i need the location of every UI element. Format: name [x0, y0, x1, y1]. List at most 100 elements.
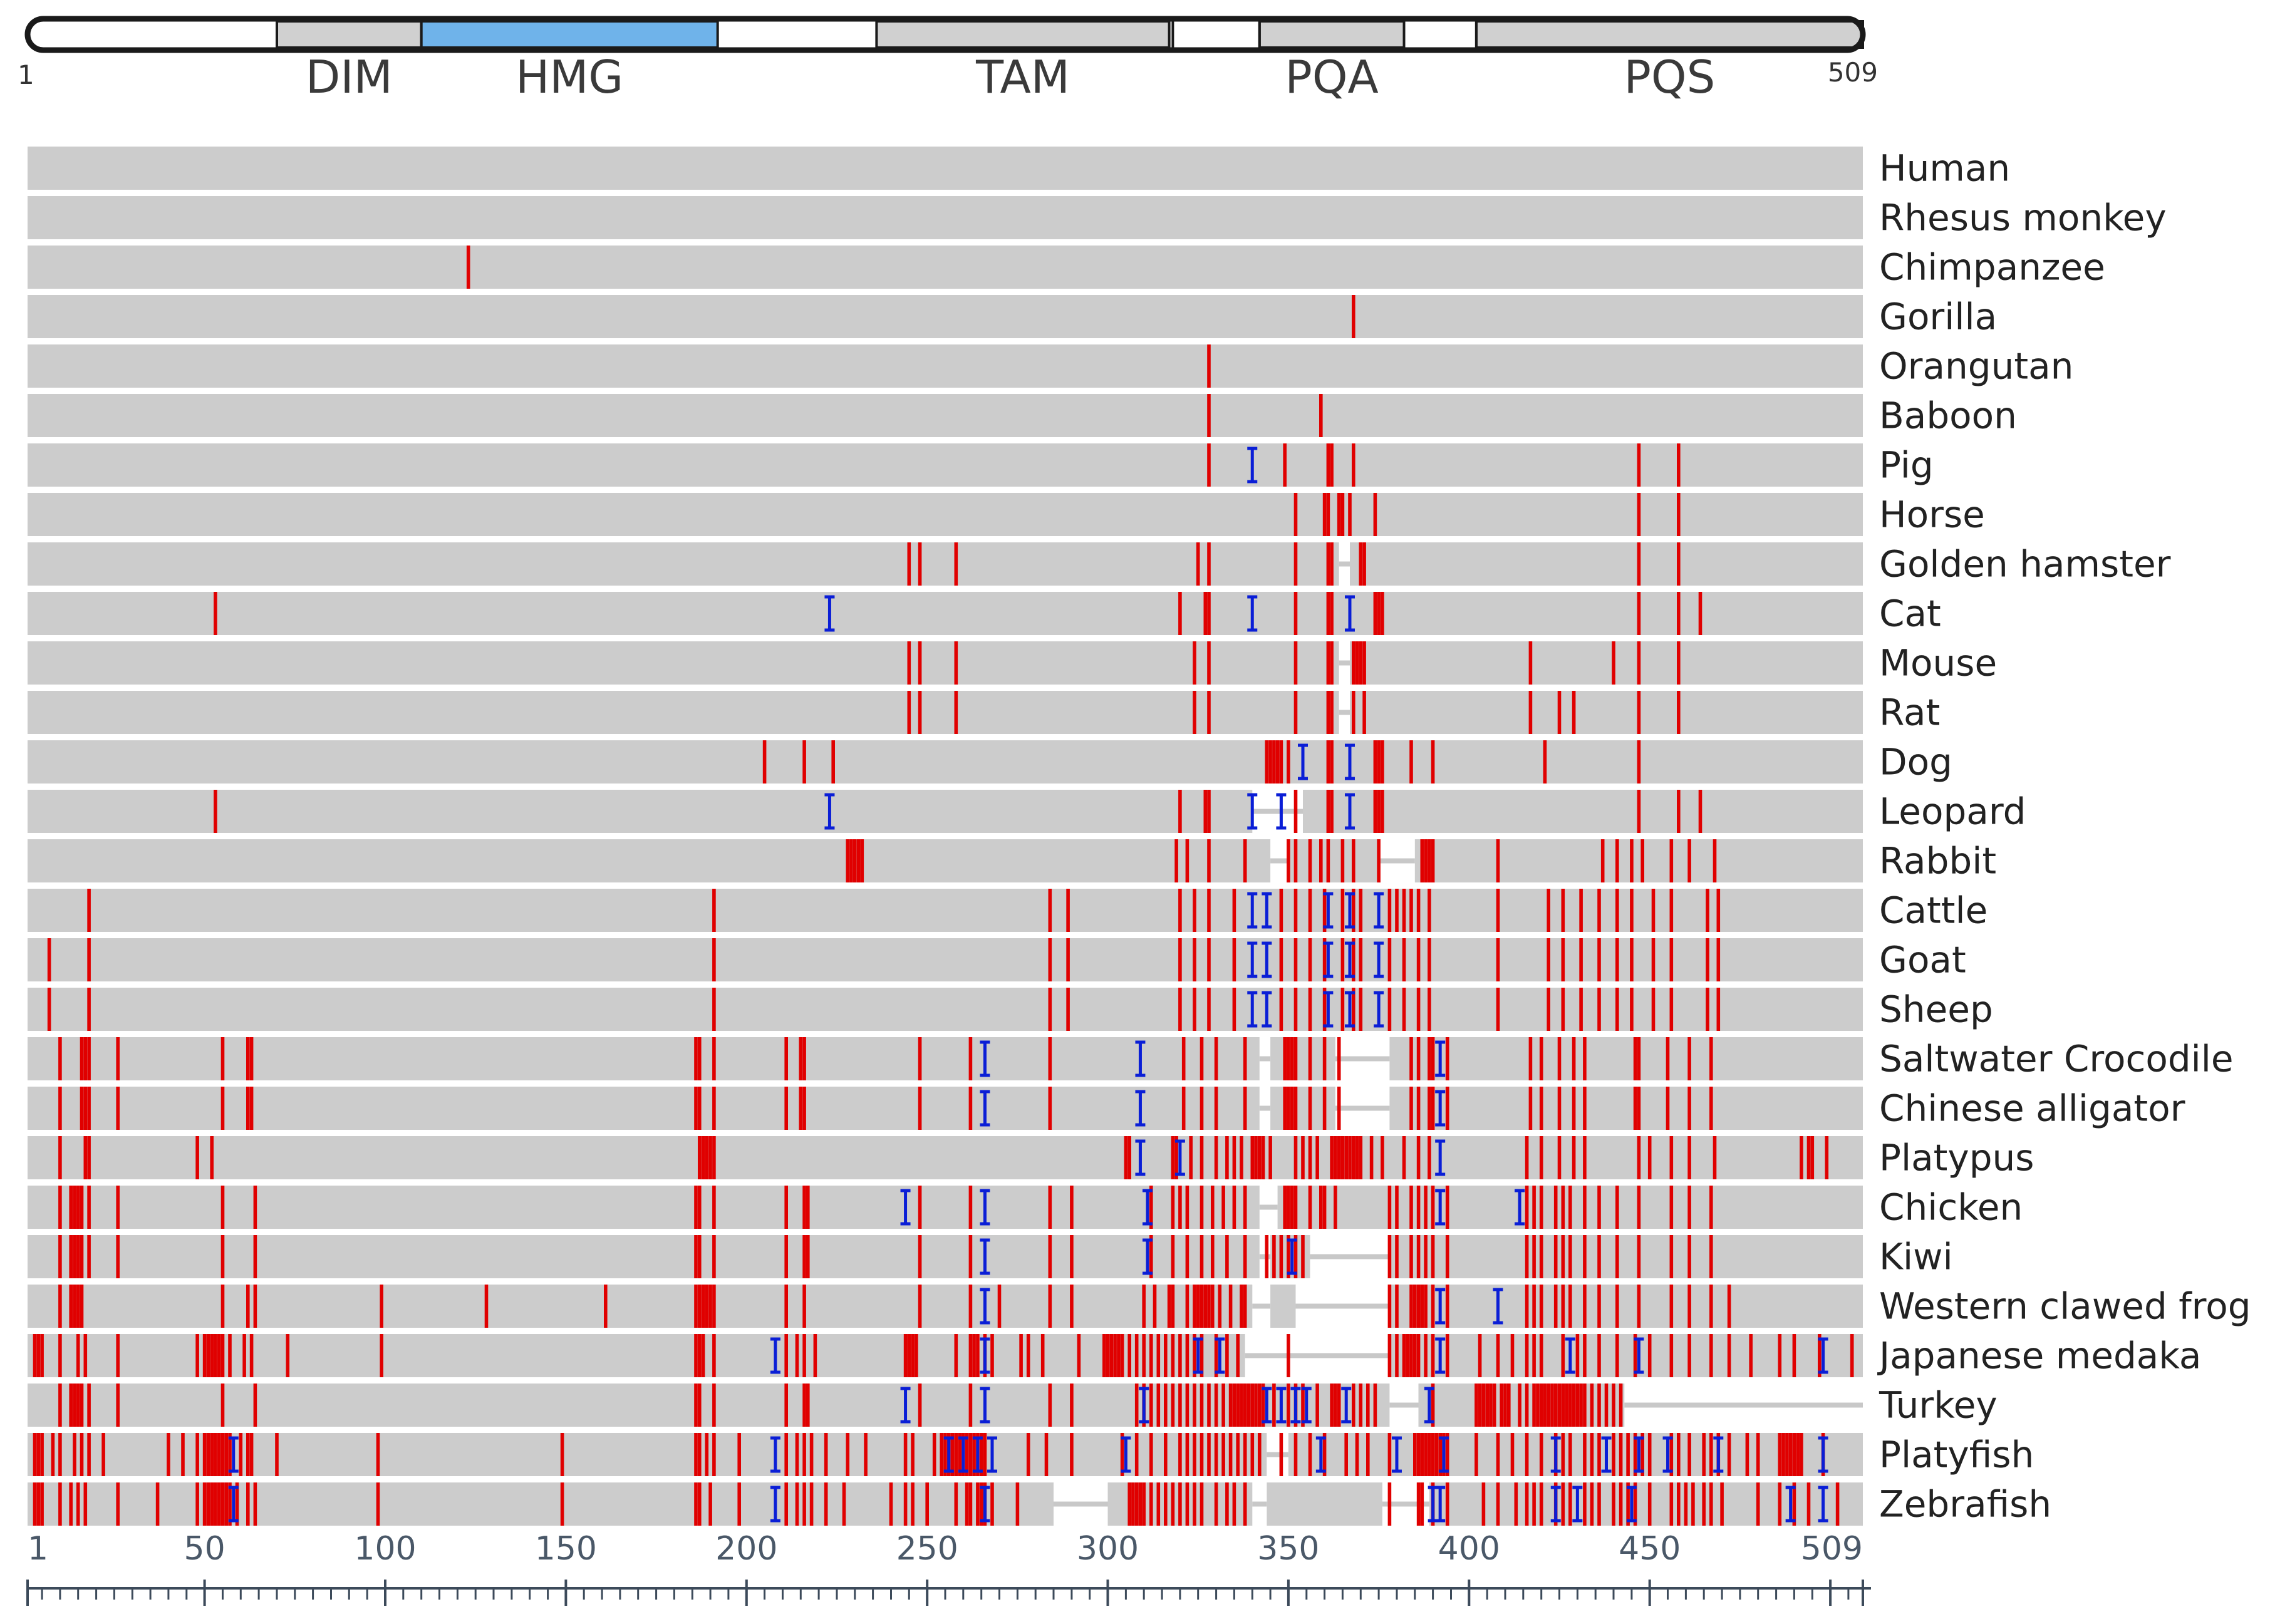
substitution-mark: [1120, 1433, 1124, 1476]
substitution-mark: [1669, 1285, 1674, 1328]
substitution-mark: [698, 1334, 702, 1377]
x-tick-label: 200: [715, 1530, 777, 1568]
substitution-mark: [1373, 493, 1377, 536]
substitution-mark: [1619, 1482, 1623, 1526]
substitution-mark: [1579, 889, 1583, 932]
substitution-mark: [968, 1433, 973, 1476]
substitution-mark: [1503, 1384, 1507, 1427]
substitution-mark: [1630, 938, 1634, 981]
species-labels: Human Rhesus monkey Chimpanzee Gorilla Orang…: [1877, 147, 2251, 1526]
substitution-mark: [1279, 1235, 1283, 1278]
insertion-mark: [1341, 1387, 1352, 1424]
substitution-mark: [249, 1334, 254, 1377]
substitution-mark: [802, 1235, 806, 1278]
substitution-mark: [918, 641, 922, 685]
substitution-mark: [1207, 839, 1211, 882]
substitution-mark: [1243, 1482, 1247, 1526]
substitution-mark: [1225, 1334, 1229, 1377]
substitution-mark: [1445, 1235, 1449, 1278]
insertion-mark: [900, 1387, 911, 1424]
substitution-mark: [1402, 1136, 1406, 1179]
substitution-mark: [246, 1285, 250, 1328]
species-label: Goat: [1879, 939, 1966, 981]
substitution-mark: [1337, 1384, 1341, 1427]
substitution-mark: [1709, 1433, 1713, 1476]
substitution-mark: [1272, 1384, 1276, 1427]
x-tick-label: 100: [354, 1530, 416, 1568]
insertion-mark: [770, 1436, 780, 1473]
substitution-mark: [1438, 1433, 1442, 1476]
domain-label-pqa: PQA: [1285, 51, 1378, 103]
species-row: [28, 1087, 1863, 1130]
substitution-mark: [1445, 1087, 1449, 1130]
substitution-mark: [813, 1334, 817, 1377]
insertion-mark: [228, 1486, 239, 1523]
substitution-mark: [1395, 889, 1399, 932]
substitution-mark: [1142, 1334, 1146, 1377]
substitution-mark: [1547, 889, 1550, 932]
substitution-mark: [979, 1433, 983, 1476]
substitution-mark: [1416, 1482, 1421, 1526]
substitution-mark: [1706, 988, 1709, 1031]
substitution-mark: [712, 889, 716, 932]
substitution-mark: [466, 246, 470, 289]
substitution-mark: [1597, 988, 1601, 1031]
insertion-mark: [1135, 1139, 1146, 1176]
substitution-mark: [712, 1136, 716, 1179]
substitution-mark: [380, 1334, 383, 1377]
insertion-mark: [1374, 941, 1384, 978]
substitution-mark: [918, 691, 922, 734]
substitution-mark: [40, 1334, 44, 1377]
substitution-mark: [1528, 641, 1533, 685]
substitution-mark: [1243, 839, 1247, 882]
substitution-mark: [1301, 1235, 1305, 1278]
substitution-mark: [1149, 1334, 1153, 1377]
substitution-mark: [1612, 1482, 1615, 1526]
substitution-mark: [155, 1482, 160, 1526]
substitution-mark: [1709, 1037, 1713, 1080]
substitution-mark: [1583, 1433, 1587, 1476]
substitution-mark: [1612, 641, 1615, 685]
substitution-mark: [1330, 542, 1334, 586]
insertion-mark: [824, 595, 835, 632]
domain-segment-hmg: [420, 20, 719, 49]
insertion-mark: [1344, 793, 1355, 830]
substitution-mark: [33, 1433, 37, 1476]
substitution-mark: [1337, 1037, 1341, 1080]
substitution-mark: [1211, 1235, 1215, 1278]
substitution-mark: [809, 1433, 814, 1476]
substitution-mark: [968, 1334, 973, 1377]
substitution-mark: [806, 1186, 810, 1229]
insertion-mark: [1298, 743, 1309, 780]
insertion-mark: [1435, 1040, 1446, 1077]
substitution-mark: [1214, 1037, 1218, 1080]
row-background: [28, 1186, 1863, 1229]
substitution-mark: [1066, 889, 1070, 932]
substitution-mark: [1340, 889, 1345, 932]
row-background: [28, 641, 1863, 685]
species-label: Orangutan: [1879, 345, 2073, 388]
species-row: [28, 988, 1863, 1031]
substitution-mark: [1214, 1087, 1218, 1130]
substitution-mark: [784, 1433, 788, 1476]
substitution-mark: [1416, 1235, 1421, 1278]
substitution-mark: [1579, 1384, 1583, 1427]
substitution-mark: [1402, 988, 1406, 1031]
substitution-mark: [1539, 1136, 1543, 1179]
insertion-mark: [1572, 1486, 1583, 1523]
insertion-mark: [1391, 1436, 1402, 1473]
substitution-mark: [1539, 1235, 1543, 1278]
substitution-mark: [1240, 1136, 1243, 1179]
substitution-mark: [253, 1186, 257, 1229]
substitution-mark: [940, 1433, 943, 1476]
substitution-mark: [1525, 1334, 1529, 1377]
substitution-mark: [1330, 592, 1334, 635]
substitution-mark: [202, 1334, 207, 1377]
species-label: Human: [1879, 147, 2010, 190]
insertion-mark: [1174, 1139, 1185, 1176]
substitution-mark: [1416, 1136, 1421, 1179]
substitution-mark: [1496, 938, 1500, 981]
substitution-mark: [76, 1235, 80, 1278]
species-label: Saltwater Crocodile: [1879, 1038, 2234, 1080]
substitution-mark: [1232, 1482, 1236, 1526]
